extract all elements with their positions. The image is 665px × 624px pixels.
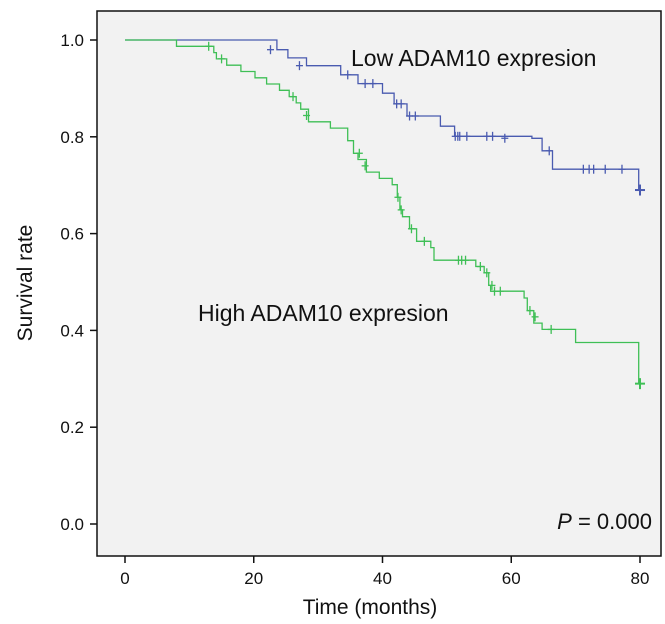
censor-mark	[635, 184, 645, 196]
censor-mark	[303, 111, 311, 121]
x-tick-label: 20	[244, 569, 263, 588]
y-axis: 0.0 0.2 0.4 0.6 0.8 1.0	[60, 31, 97, 534]
censor-mark	[266, 45, 274, 55]
p-value-symbol: P	[557, 509, 572, 534]
survival-curve-1	[125, 39, 640, 385]
censor-mark	[205, 41, 213, 51]
censor-mark	[420, 236, 428, 246]
x-tick-label: 0	[120, 569, 129, 588]
censor-mark	[601, 164, 609, 174]
censor-mark	[501, 133, 509, 143]
censor-mark	[361, 79, 369, 89]
censor-mark	[344, 70, 352, 80]
p-value-annotation: P = 0.000	[557, 509, 652, 534]
censor-mark	[394, 192, 402, 202]
p-value-text: = 0.000	[572, 509, 652, 534]
x-axis: 0 20 40 60 80	[120, 556, 649, 588]
censor-mark	[463, 131, 471, 141]
y-tick-label: 0.2	[60, 418, 84, 437]
y-tick-label: 0.8	[60, 128, 84, 147]
x-axis-title: Time (months)	[303, 596, 438, 619]
x-tick-label: 40	[373, 569, 392, 588]
censor-mark	[397, 205, 405, 215]
censor-mark	[496, 286, 504, 296]
censor-mark	[547, 324, 555, 334]
censor-mark	[462, 255, 470, 265]
censor-mark	[456, 131, 464, 141]
censor-mark	[526, 306, 534, 316]
censor-mark	[397, 99, 405, 109]
series-label-high: High ADAM10 expresion	[198, 300, 449, 326]
censor-mark	[483, 268, 491, 278]
censor-mark	[369, 79, 377, 89]
x-tick-label: 80	[631, 569, 650, 588]
censor-mark	[545, 146, 553, 156]
censor-mark	[489, 131, 497, 141]
censor-mark	[531, 312, 539, 322]
x-tick-label: 60	[502, 569, 521, 588]
censor-mark	[361, 161, 369, 171]
censor-mark	[289, 92, 297, 102]
censor-mark	[411, 111, 419, 121]
censor-mark	[618, 164, 626, 174]
censor-mark	[590, 164, 598, 174]
y-tick-label: 0.0	[60, 515, 84, 534]
y-tick-label: 0.4	[60, 321, 84, 340]
y-tick-label: 1.0	[60, 31, 84, 50]
censor-markers	[205, 41, 645, 390]
censor-mark	[407, 224, 415, 234]
plot-background	[96, 10, 662, 557]
y-axis-title: Survival rate	[14, 225, 37, 342]
y-tick-label: 0.6	[60, 225, 84, 244]
censor-mark	[218, 54, 226, 64]
series-label-low: Low ADAM10 expresion	[351, 45, 596, 71]
censor-mark	[476, 262, 484, 272]
censor-mark	[635, 378, 645, 390]
censor-mark	[295, 61, 303, 71]
censor-mark	[488, 280, 496, 290]
censor-mark	[355, 148, 363, 158]
